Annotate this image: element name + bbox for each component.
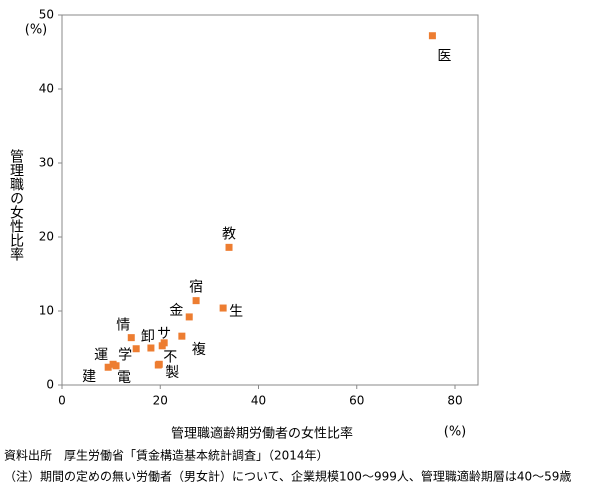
point-label: 建 — [82, 369, 96, 385]
point-label: 運 — [94, 347, 108, 363]
y-unit: (%) — [25, 23, 48, 38]
plot-frame — [61, 14, 479, 386]
y-tick-label: 20 — [39, 230, 54, 244]
y-tick-label: 0 — [46, 378, 54, 392]
x-tick-label: 60 — [349, 394, 364, 408]
point — [147, 344, 155, 352]
point-label: 複 — [192, 341, 206, 358]
x-tick-label: 40 — [251, 394, 266, 408]
point-label: 学 — [118, 348, 132, 364]
point — [127, 334, 135, 342]
point-label: 教 — [222, 226, 236, 242]
y-tick-label: 10 — [39, 304, 54, 318]
point — [158, 342, 166, 350]
y-axis-label: 管理職の女性比率 — [8, 149, 24, 261]
y-tick-label: 30 — [39, 156, 54, 170]
point-label: 製 — [165, 365, 179, 381]
point — [112, 362, 120, 370]
point — [132, 345, 140, 353]
point-label: 生 — [229, 304, 243, 320]
point-label: 電 — [117, 370, 131, 386]
point — [192, 297, 200, 305]
point-label: 情 — [116, 318, 130, 334]
point — [104, 363, 112, 371]
point-label: 宿 — [189, 279, 203, 296]
x-tick-label: 80 — [447, 394, 462, 408]
point-label: 卸 — [141, 329, 155, 345]
point — [219, 304, 227, 312]
point-label: 不 — [163, 349, 177, 365]
x-axis-label: 管理職適齢期労働者の女性比率 — [171, 426, 353, 442]
point-label: 金 — [169, 303, 183, 319]
point — [225, 243, 233, 251]
point — [428, 32, 436, 40]
point — [178, 332, 186, 340]
source: 資料出所 厚生労働省「賃金構造基本統計調査」（2014年） — [4, 448, 329, 463]
point-label: サ — [157, 326, 171, 342]
point-label: 医 — [437, 49, 451, 65]
note: （注）期間の定めの無い労働者（男女計）について、企業規模100～999人、管理職… — [4, 469, 571, 484]
x-tick-label: 20 — [153, 394, 168, 408]
y-tick-label: 50 — [39, 8, 54, 22]
x-unit: (%) — [444, 425, 467, 440]
point — [185, 313, 193, 321]
y-tick-label: 40 — [39, 82, 54, 96]
x-tick-label: 0 — [58, 394, 66, 408]
point — [154, 361, 162, 369]
